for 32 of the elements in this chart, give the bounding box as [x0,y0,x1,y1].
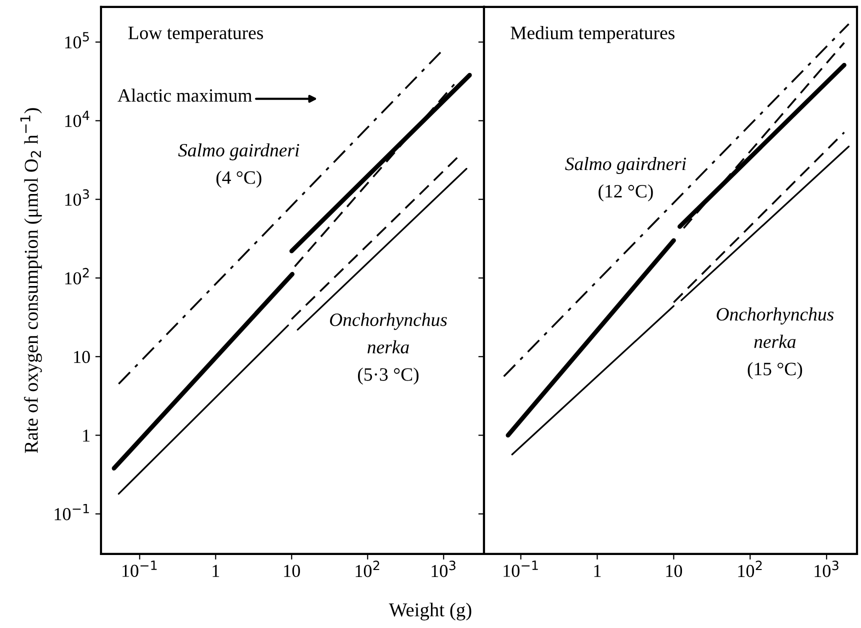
annotation: (4 °C) [216,170,262,188]
x-tick-label: 10$^{3}$ [814,560,838,578]
annotation: (12 °C) [598,184,653,202]
x-tick-label: 10$^{−1}$ [504,560,538,577]
x-tick-label: 10$^{−1}$ [122,560,157,577]
y-tick-label: 10$^{2}$ [65,268,89,284]
x-tick-label: 10$^{3}$ [432,560,456,578]
x-tick-label: 10$^{2}$ [356,560,380,578]
annotation: Alactic maximum [118,88,252,102]
y-tick-label: 10$^{−1}$ [54,504,89,520]
y-axis-title: Rate of oxygen consumption (μmol O$_{2}$ h$^{−1}$) [20,108,42,453]
annotation: (5·3 °C) [358,368,419,385]
annotation: Onchorhynchus [716,307,834,324]
y-tick-label: 10$^{3}$ [65,189,89,206]
y-tick-label: 1 [83,430,90,442]
x-axis-title: Weight (g) [388,602,472,620]
annotation: nerka [368,340,409,354]
annotation: (15 °C) [748,362,802,380]
x-tick-label: 10$^{2}$ [738,560,762,578]
y-tick-label: 10$^{5}$ [65,32,89,48]
annotation: Onchorhynchus [330,312,447,330]
y-tick-label: 10 [74,350,90,364]
x-tick-label: 10 [666,564,682,578]
x-tick-label: 1 [594,564,601,577]
y-tick-label: 10$^{4}$ [65,110,90,128]
annotation: Salmo gairdneri [565,157,686,174]
text: Low temperatures [128,26,264,44]
x-tick-label: 10 [284,564,300,578]
x-tick-label: 1 [212,564,220,577]
text: Medium temperatures [510,26,674,44]
annotation: nerka [754,334,796,348]
annotation: Salmo gairdneri [178,143,300,160]
